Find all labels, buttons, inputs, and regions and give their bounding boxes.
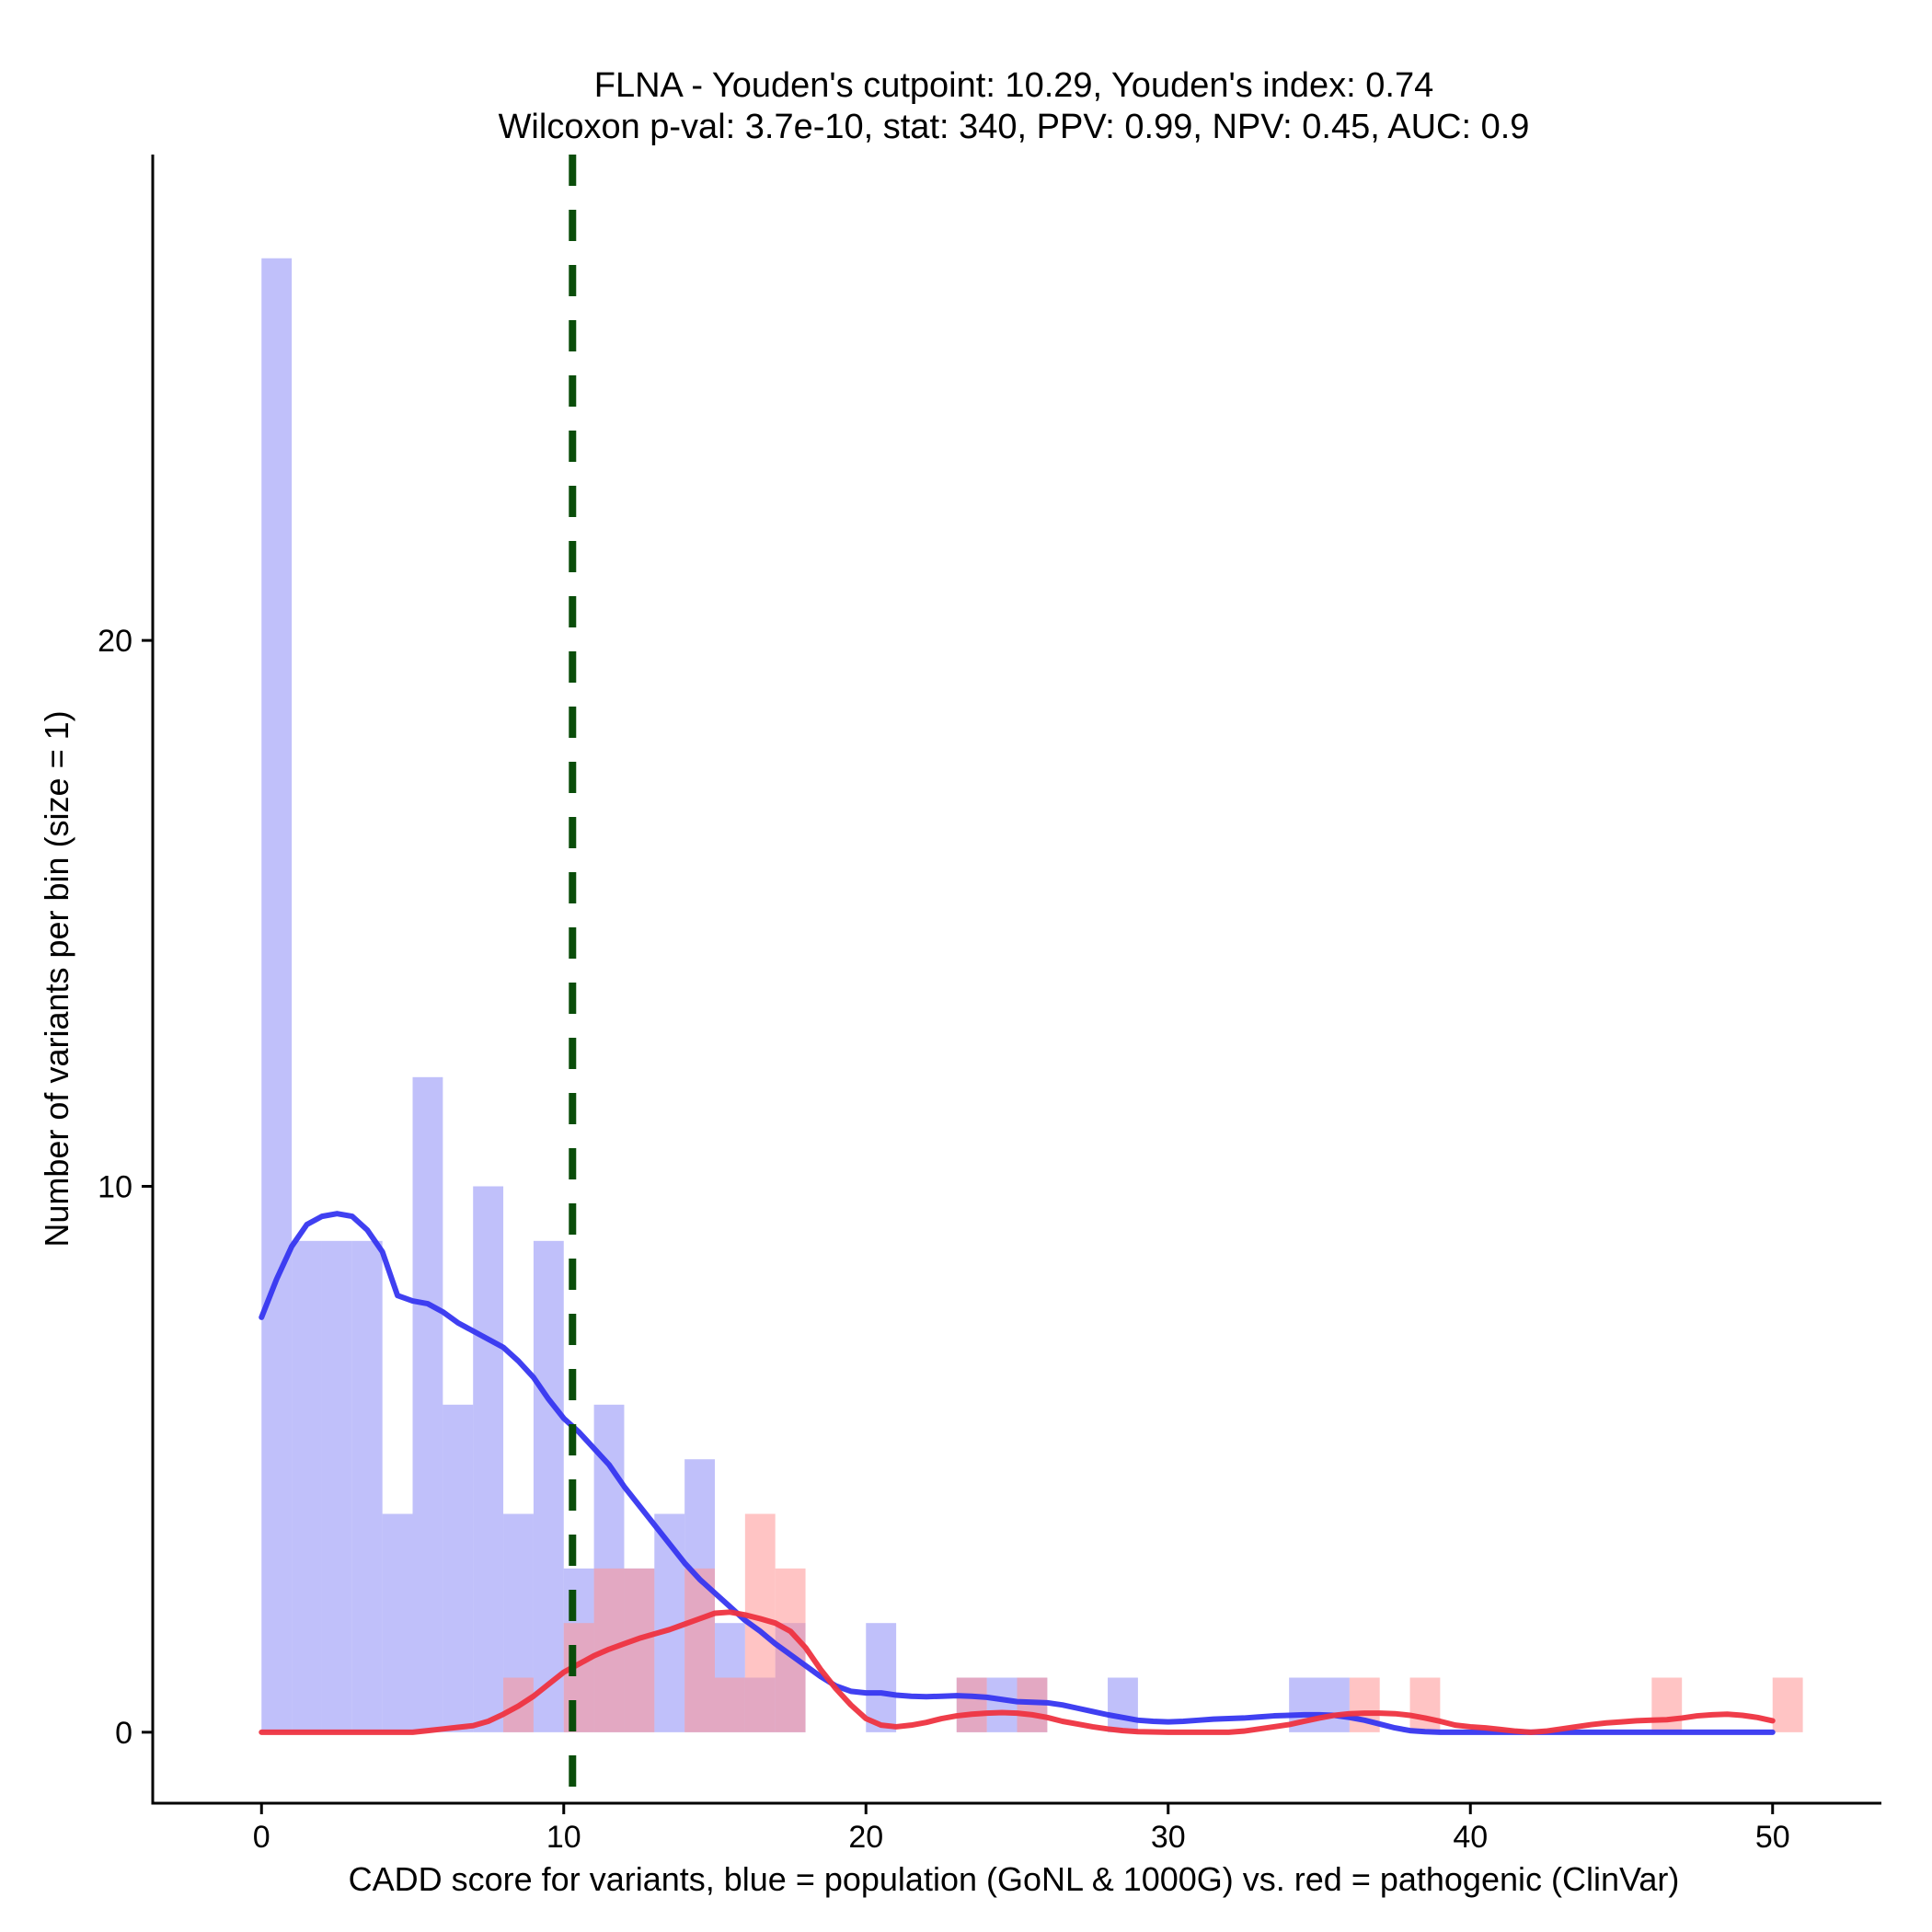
x-tick-label: 0 — [253, 1820, 270, 1855]
y-tick-label: 0 — [115, 1716, 132, 1751]
chart-title: FLNA - Youden's cutpoint: 10.29, Youden'… — [594, 66, 1433, 105]
pathogenic-bars — [503, 1513, 1803, 1732]
pathogenic-bar — [1409, 1677, 1441, 1732]
pathogenic-bar — [715, 1677, 745, 1732]
y-ticks: 0 10 20 — [98, 624, 153, 1751]
pathogenic-bar — [624, 1568, 655, 1732]
population-bar — [412, 1076, 443, 1732]
y-axis-label: Number of variants per bin (size = 1) — [38, 710, 75, 1247]
x-tick-label: 50 — [1755, 1820, 1790, 1855]
y-tick-label: 20 — [98, 624, 132, 659]
pathogenic-bar — [1651, 1677, 1683, 1732]
pathogenic-bar — [563, 1623, 594, 1732]
population-bar — [986, 1677, 1018, 1732]
population-bar — [473, 1186, 504, 1732]
population-bar — [321, 1240, 352, 1732]
pathogenic-bar — [1772, 1677, 1803, 1732]
population-bar — [292, 1240, 322, 1732]
x-tick-label: 20 — [848, 1820, 883, 1855]
x-axis-label: CADD score for variants, blue = populati… — [349, 1860, 1680, 1898]
population-density-line — [259, 1211, 1776, 1735]
x-tick-label: 30 — [1151, 1820, 1186, 1855]
x-tick-label: 10 — [546, 1820, 581, 1855]
pathogenic-bar — [956, 1677, 987, 1732]
chart-subtitle: Wilcoxon p-val: 3.7e-10, stat: 340, PPV:… — [499, 108, 1530, 146]
axes — [151, 155, 1881, 1805]
population-bar — [866, 1623, 897, 1732]
y-tick-label: 10 — [98, 1169, 132, 1204]
x-ticks: 0 10 20 30 40 50 — [253, 1803, 1790, 1855]
population-bar — [261, 258, 293, 1732]
pathogenic-bar — [684, 1568, 715, 1732]
population-bar — [351, 1240, 383, 1732]
population-bars — [261, 258, 1350, 1732]
x-tick-label: 40 — [1453, 1820, 1488, 1855]
density-lines — [259, 1211, 1776, 1735]
population-bar — [382, 1513, 413, 1732]
population-bar — [1319, 1677, 1350, 1732]
population-bar — [1108, 1677, 1138, 1732]
population-bar — [443, 1404, 474, 1732]
population-bar — [533, 1240, 564, 1732]
pathogenic-density-line — [259, 1609, 1776, 1735]
